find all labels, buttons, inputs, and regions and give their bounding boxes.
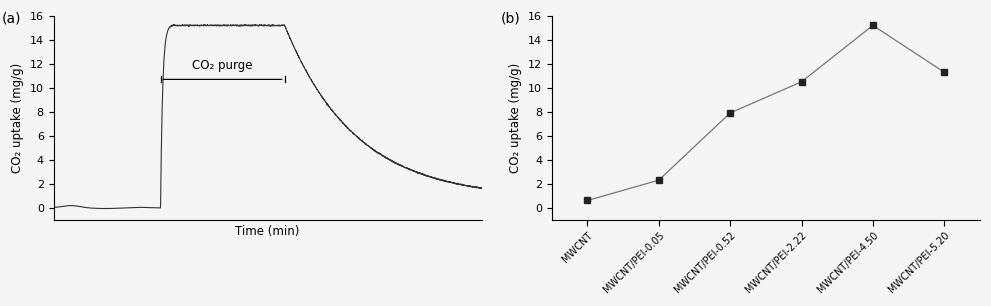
Text: (a): (a): [2, 12, 22, 26]
Text: (b): (b): [500, 12, 520, 26]
X-axis label: Time (min): Time (min): [236, 225, 299, 238]
Text: CO₂ purge: CO₂ purge: [192, 58, 253, 72]
Y-axis label: CO₂ uptake (mg/g): CO₂ uptake (mg/g): [509, 63, 522, 173]
Y-axis label: CO₂ uptake (mg/g): CO₂ uptake (mg/g): [11, 63, 24, 173]
